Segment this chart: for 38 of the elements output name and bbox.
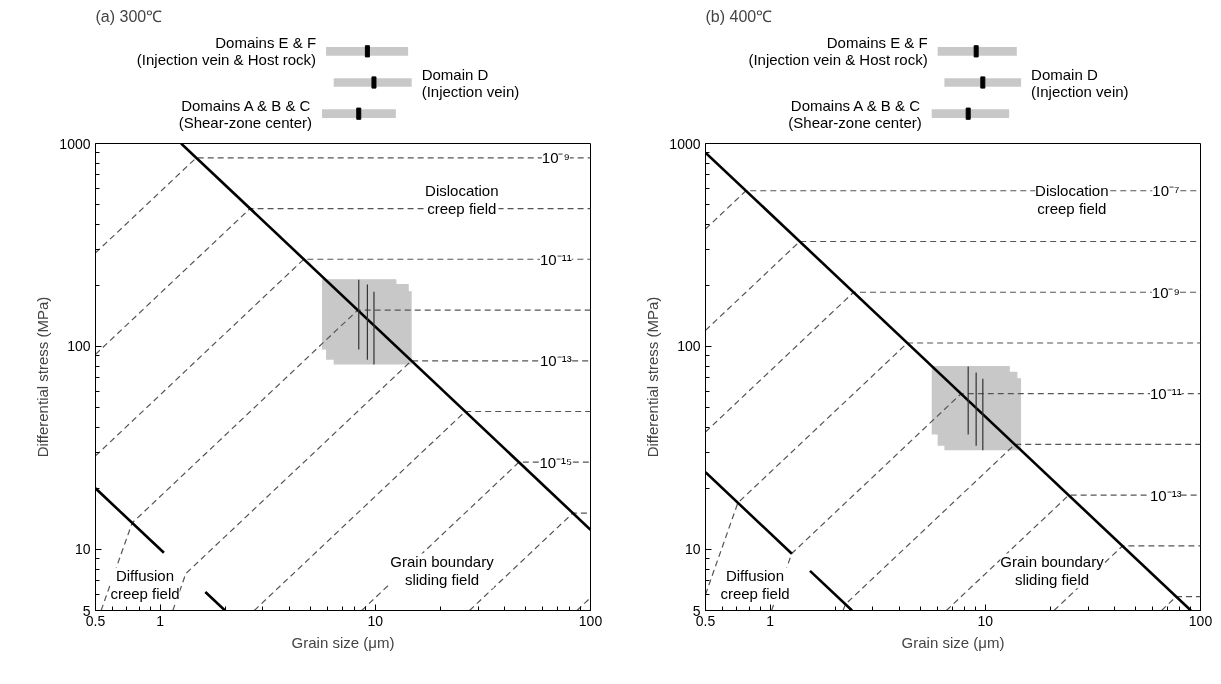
annotation: 10⁻⁹ bbox=[541, 149, 570, 167]
x-axis-title: Grain size (μm) bbox=[291, 633, 395, 651]
annotation: 10⁻¹⁵ bbox=[539, 453, 573, 471]
annotation: Grain boundary sliding field bbox=[390, 553, 495, 589]
annotation: 10⁻⁷ bbox=[1152, 182, 1180, 200]
x-tick-label: 10 bbox=[977, 612, 994, 629]
annotation: 10⁻¹³ bbox=[540, 352, 572, 370]
annotation: 10⁻¹¹ bbox=[1150, 385, 1182, 403]
category-label: Domain D (Injection vein) bbox=[1031, 65, 1129, 100]
annotation: Dislocation creep field bbox=[1035, 182, 1109, 217]
annotation: Diffusion creep field bbox=[720, 567, 790, 603]
y-tick-label: 100 bbox=[67, 338, 91, 355]
annotation: 10⁻⁹ bbox=[1151, 283, 1180, 301]
annotation: 10⁻¹¹ bbox=[540, 250, 572, 268]
y-tick-label: 1000 bbox=[669, 135, 701, 152]
x-tick-label: 1 bbox=[156, 612, 165, 629]
category-label: Domain D (Injection vein) bbox=[421, 65, 520, 100]
annotation: Diffusion creep field bbox=[110, 567, 180, 603]
x-axis-title: Grain size (μm) bbox=[901, 633, 1005, 651]
y-tick-label: 100 bbox=[677, 338, 701, 355]
y-tick-label: 1000 bbox=[59, 135, 91, 152]
category-label: Domains A & B & C (Shear-zone center) bbox=[788, 96, 922, 131]
x-tick-label: 1 bbox=[766, 612, 775, 629]
x-tick-label: 10 bbox=[367, 612, 384, 629]
x-tick-label: 100 bbox=[1188, 612, 1213, 629]
chart-title: (a) 300℃ bbox=[95, 7, 163, 25]
y-axis-title: Differential stress (MPa) bbox=[644, 296, 662, 458]
chart-title: (b) 400℃ bbox=[705, 7, 773, 25]
annotation: Grain boundary sliding field bbox=[1000, 553, 1105, 589]
category-label: Domains E & F (Injection vein & Host rock) bbox=[748, 34, 928, 69]
x-tick-label: 100 bbox=[578, 612, 603, 629]
annotation: Dislocation creep field bbox=[425, 182, 499, 217]
category-label: Domains A & B & C (Shear-zone center) bbox=[178, 96, 313, 131]
annotation: 10⁻¹³ bbox=[1150, 486, 1182, 504]
category-label: Domains E & F (Injection vein & Host rock) bbox=[136, 34, 317, 69]
y-axis-title: Differential stress (MPa) bbox=[34, 296, 52, 458]
y-tick-label: 10 bbox=[684, 541, 701, 558]
y-tick-label: 10 bbox=[74, 541, 91, 558]
